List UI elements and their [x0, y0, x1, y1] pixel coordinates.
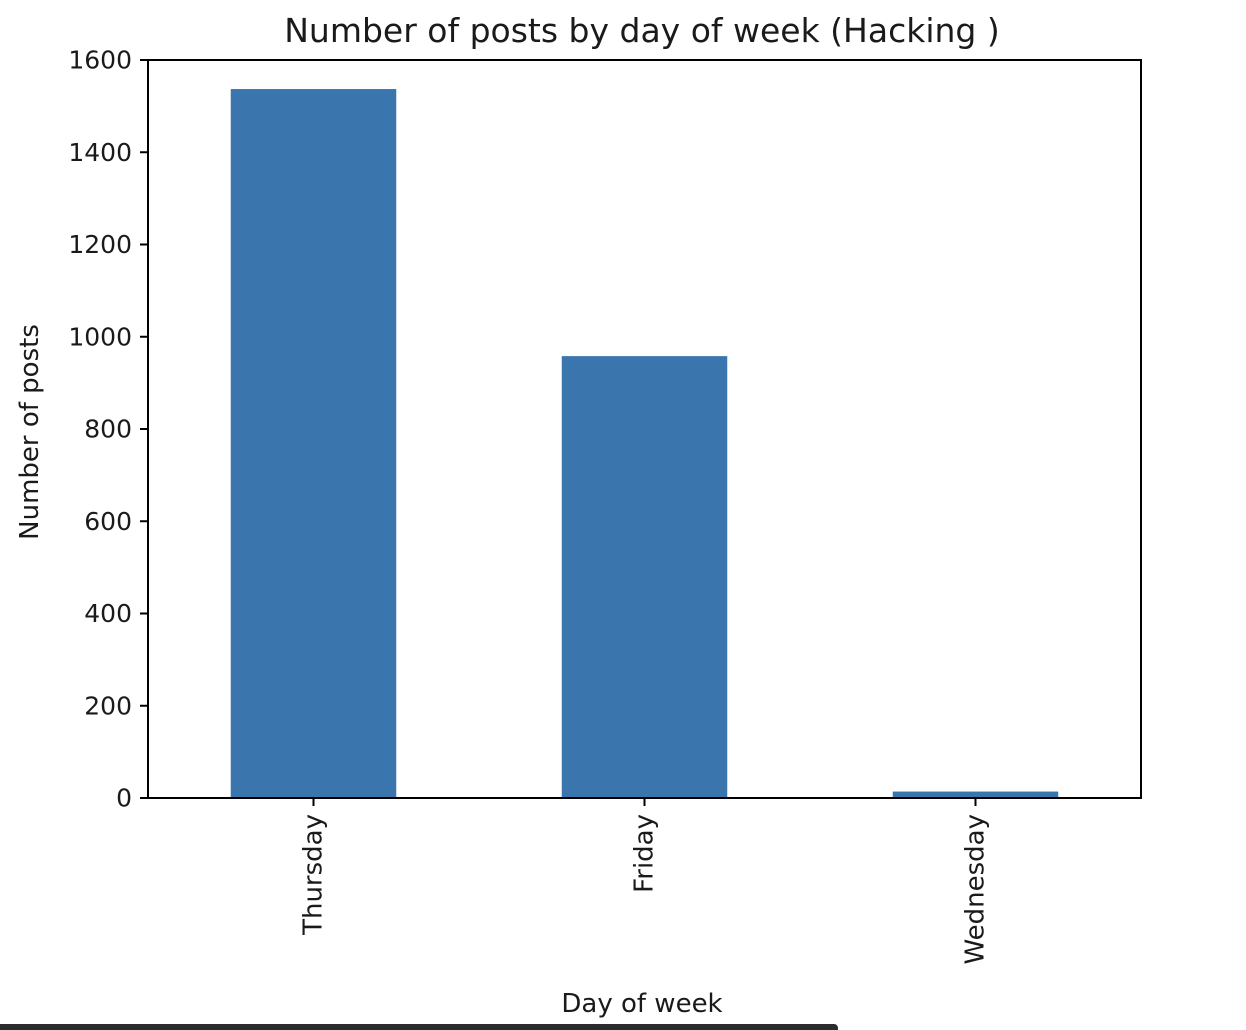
y-tick-label: 1200 — [68, 230, 132, 259]
bar-friday — [561, 356, 728, 798]
bar-thursday — [230, 89, 397, 799]
y-tick-label: 1000 — [68, 322, 132, 351]
x-tick-label: Friday — [630, 814, 660, 893]
y-tick-label: 600 — [84, 507, 132, 536]
x-tick-label: Wednesday — [961, 814, 991, 965]
bars-group — [230, 89, 1059, 799]
x-tick-label: Thursday — [299, 814, 329, 936]
chart-title: Number of posts by day of week (Hacking … — [284, 11, 1000, 50]
x-axis: Thursday Friday Wednesday — [299, 798, 991, 965]
x-axis-label: Day of week — [561, 989, 722, 1019]
y-tick-label: 400 — [84, 599, 132, 628]
y-axis: 0 200 400 600 800 1000 1200 1400 1600 — [68, 46, 148, 813]
y-tick-label: 200 — [84, 691, 132, 720]
plot-frame — [147, 59, 1142, 799]
window-scrollbar — [0, 1024, 838, 1030]
y-tick-label: 0 — [116, 784, 132, 813]
y-tick-label: 800 — [84, 415, 132, 444]
y-tick-label: 1400 — [68, 138, 132, 167]
y-axis-label: Number of posts — [15, 324, 45, 540]
bar-wednesday — [892, 791, 1059, 798]
y-tick-label: 1600 — [68, 46, 132, 75]
